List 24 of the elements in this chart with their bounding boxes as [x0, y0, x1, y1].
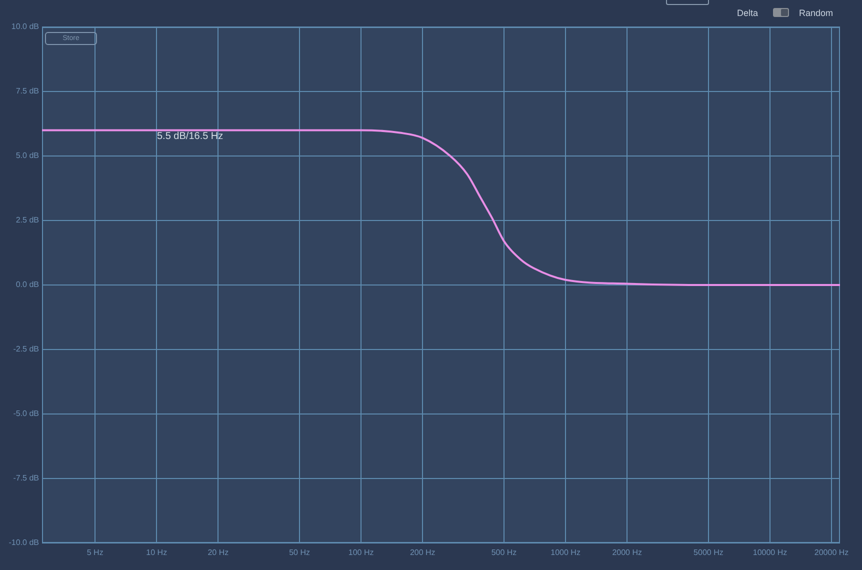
- x-tick-label: 20000 Hz: [814, 548, 849, 558]
- y-tick-label: 5.0 dB: [16, 151, 39, 160]
- x-tick-label: 10 Hz: [146, 548, 168, 558]
- x-tick-label: 10000 Hz: [752, 548, 788, 558]
- y-tick-label: 10.0 dB: [11, 22, 39, 32]
- x-tick-label: 100 Hz: [348, 548, 374, 558]
- x-tick-label: 5000 Hz: [694, 548, 724, 558]
- annotation: 5.5 dB/16.5 Hz: [157, 131, 224, 142]
- y-tick-label: -10.0 dB: [8, 538, 39, 548]
- y-tick-label: 7.5 dB: [16, 86, 39, 96]
- x-tick-label: 50 Hz: [289, 548, 310, 558]
- x-tick-label: 200 Hz: [410, 548, 436, 558]
- x-tick-label: 500 Hz: [491, 548, 517, 558]
- y-tick-label: 0.0 dB: [16, 280, 39, 290]
- y-tick-label: 2.5 dB: [16, 216, 39, 225]
- x-tick-label: 1000 Hz: [550, 548, 580, 558]
- y-tick-label: -2.5 dB: [13, 344, 39, 354]
- text: Delta: [737, 8, 758, 18]
- text: Random: [799, 8, 834, 18]
- x-tick-label: 20 Hz: [208, 548, 229, 558]
- x-tick-label: 2000 Hz: [612, 548, 642, 558]
- x-tick-label: 5 Hz: [86, 548, 104, 558]
- y-tick-label: -5.0 dB: [13, 409, 39, 418]
- y-tick-label: -7.5 dB: [13, 474, 39, 483]
